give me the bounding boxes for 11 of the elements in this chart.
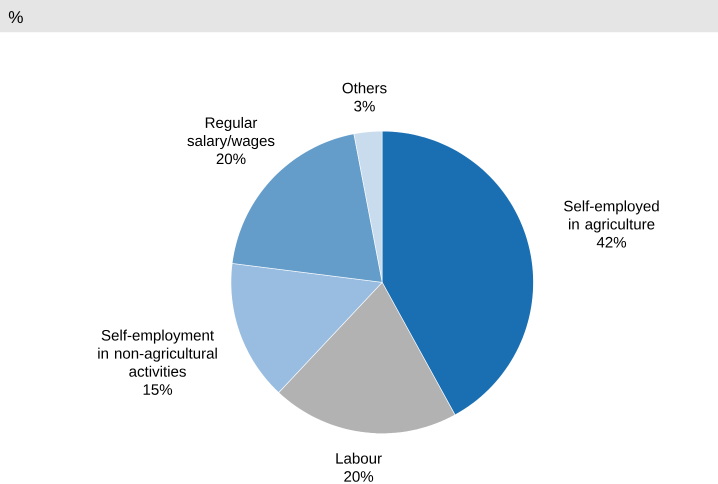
data-label: 15% xyxy=(144,384,172,395)
data-label: 20% xyxy=(344,471,374,482)
data-label: 42% xyxy=(596,237,626,248)
slice-label: Regular salary/wages xyxy=(187,117,274,150)
slice-label: Labour xyxy=(336,452,382,464)
slice-label: Self-employed in agriculture xyxy=(564,200,659,233)
chart-subtitle: % xyxy=(8,11,23,24)
slice-label: Others xyxy=(342,82,387,94)
slice-label: Self-employment in non-agricultural activities xyxy=(98,330,217,377)
data-label: 20% xyxy=(216,154,246,164)
data-label: 3% xyxy=(354,100,375,112)
